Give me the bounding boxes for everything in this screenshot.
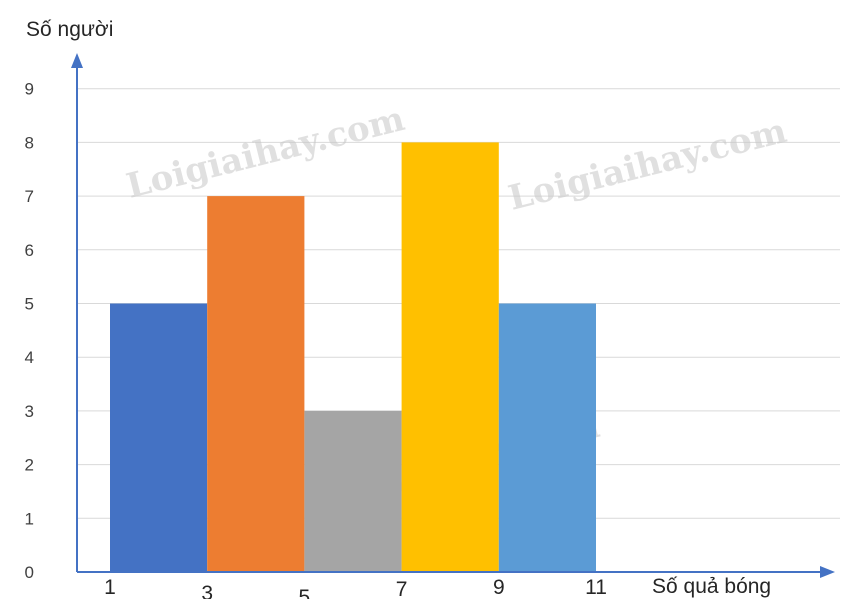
y-tick-label: 7 <box>25 187 34 206</box>
histogram-bar <box>499 304 596 573</box>
y-axis-arrow <box>71 53 83 68</box>
y-tick-label: 5 <box>25 295 34 314</box>
y-tick-label: 2 <box>25 456 34 475</box>
watermark-text: Loigiaihay.com <box>123 99 409 207</box>
histogram-bar <box>304 411 401 572</box>
y-tick-labels: 0 1 2 3 4 5 6 7 8 9 <box>25 80 34 582</box>
y-tick-label: 6 <box>25 241 34 260</box>
y-tick-label: 4 <box>25 348 34 367</box>
histogram-bar <box>402 142 499 572</box>
x-axis-arrow <box>820 566 835 578</box>
histogram-bar <box>207 196 304 572</box>
y-tick-label: 9 <box>25 80 34 99</box>
y-tick-label: 0 <box>25 563 34 582</box>
y-tick-label: 3 <box>25 402 34 421</box>
x-tick-label: 11 <box>585 576 607 599</box>
x-tick-label: 1 <box>104 576 116 599</box>
histogram-bar <box>110 304 207 573</box>
x-tick-labels: 1 3 5 7 9 11 <box>104 576 607 599</box>
x-axis-title: Số quả bóng <box>652 575 771 598</box>
y-tick-label: 1 <box>25 509 34 528</box>
x-tick-label: 7 <box>396 578 408 599</box>
watermark-text: Loigiaihay.com <box>505 111 791 219</box>
y-axis-title: Số người <box>26 18 113 41</box>
y-tick-label: 8 <box>25 133 34 152</box>
x-tick-label: 5 <box>299 586 311 599</box>
x-tick-label: 3 <box>201 582 213 599</box>
x-tick-label: 9 <box>493 576 505 599</box>
